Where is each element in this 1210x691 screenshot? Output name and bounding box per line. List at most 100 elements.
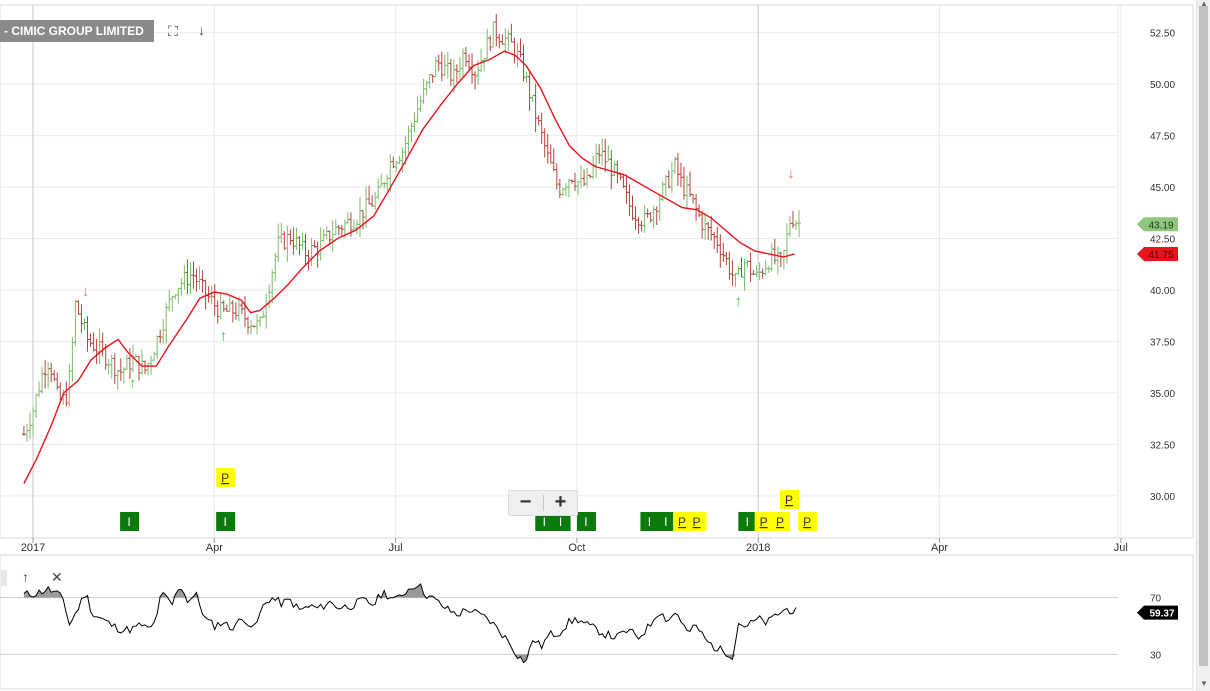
signal-marker-I — [640, 512, 660, 531]
x-tick-label: Apr — [931, 542, 948, 554]
price-bar — [267, 284, 272, 309]
price-bar — [118, 358, 123, 381]
price-bar — [155, 335, 160, 360]
zoom-out-button[interactable]: − — [519, 491, 532, 513]
signal-marker-label: I — [664, 515, 667, 529]
price-bar — [545, 133, 550, 164]
signal-marker-label: P — [776, 515, 784, 529]
price-bar — [579, 164, 584, 188]
price-bar — [648, 212, 653, 223]
price-bar — [182, 264, 187, 290]
price-bar — [73, 299, 78, 346]
price-bar — [794, 220, 799, 230]
price-bar — [715, 226, 720, 254]
price-bar — [324, 226, 329, 239]
sell-arrow-icon: ↓ — [82, 283, 90, 300]
price-bar — [345, 212, 350, 225]
price-bar — [245, 316, 250, 335]
close-icon[interactable]: ✕ — [51, 569, 63, 585]
price-bar — [391, 156, 396, 169]
rsi-overbought-fill — [178, 589, 182, 598]
price-bar — [609, 149, 614, 190]
rsi-overbought-fill — [51, 591, 55, 598]
price-bar — [70, 336, 75, 382]
signal-marker-P — [216, 468, 236, 487]
rsi-overbought-fill — [408, 589, 412, 598]
signal-marker-label: P — [760, 515, 768, 529]
price-bar — [633, 206, 638, 230]
price-bar — [663, 175, 668, 197]
scroll-thumb[interactable] — [1199, 6, 1208, 666]
signal-marker-label: I — [543, 515, 546, 529]
price-bar — [424, 81, 429, 96]
price-bar — [645, 208, 650, 219]
rsi-overbought-fill — [54, 591, 58, 598]
price-bar — [209, 285, 214, 305]
x-tick-label: 2017 — [21, 542, 45, 554]
rsi-oversold-fill — [729, 654, 733, 660]
price-bar — [591, 155, 596, 180]
arrow-down-icon[interactable]: ↓ — [198, 22, 205, 38]
rsi-collapse-icon[interactable] — [1, 570, 7, 586]
price-bar — [542, 128, 547, 158]
price-bar — [330, 220, 335, 252]
price-bar — [721, 242, 726, 262]
price-bar — [636, 217, 641, 235]
price-bar — [418, 95, 423, 113]
price-bar — [285, 225, 290, 262]
price-bar — [152, 351, 157, 361]
price-bar — [336, 224, 341, 236]
price-bar — [91, 332, 96, 352]
price-bar — [37, 381, 42, 398]
price-bar — [797, 210, 802, 238]
rsi-overbought-fill — [411, 588, 415, 598]
expand-icon[interactable]: ⛶ — [168, 23, 178, 39]
rsi-value-label-text: 59.37 — [1149, 609, 1174, 620]
price-bar — [512, 37, 517, 64]
signal-marker-I — [535, 512, 555, 531]
price-bar — [448, 59, 453, 86]
price-bar — [27, 412, 32, 440]
zoom-in-button[interactable]: + — [554, 491, 567, 513]
price-bar — [603, 138, 608, 172]
price-bar — [242, 295, 247, 328]
vertical-scrollbar[interactable]: ▲ ▼ — [1196, 0, 1210, 691]
price-bar — [85, 316, 90, 352]
price-bar — [530, 95, 535, 103]
price-bar — [675, 152, 680, 186]
signal-marker-label: I — [746, 515, 749, 529]
price-bar — [100, 332, 105, 357]
price-bar — [527, 72, 532, 111]
price-bar — [594, 143, 599, 178]
price-bar — [778, 251, 783, 268]
price-bar — [548, 144, 553, 164]
zoom-control: − + — [508, 490, 578, 516]
price-bar — [627, 184, 632, 216]
signal-marker-label: I — [224, 515, 227, 529]
scroll-up-arrow-icon[interactable]: ▲ — [1200, 0, 1208, 8]
price-bar — [454, 64, 459, 83]
price-y-tick-label: 40.00 — [1150, 286, 1175, 297]
signal-marker-I — [576, 512, 596, 531]
price-bar — [421, 78, 426, 105]
price-bar — [239, 302, 244, 314]
price-bar — [255, 314, 260, 335]
price-panel-border — [0, 4, 1194, 539]
price-bar — [503, 28, 508, 55]
price-bar — [463, 46, 468, 68]
signal-marker-P — [770, 512, 790, 531]
scroll-down-arrow-icon[interactable]: ▼ — [1200, 679, 1208, 688]
signal-marker-I — [551, 512, 571, 531]
buy-arrow-icon: ↑ — [220, 327, 228, 344]
price-bar — [666, 170, 671, 189]
price-bar — [161, 319, 166, 344]
price-bar — [678, 162, 683, 188]
price-bar — [730, 260, 735, 286]
arrow-up-icon[interactable]: ↑ — [22, 569, 29, 585]
price-bar — [224, 304, 229, 312]
rsi-value-label — [1137, 605, 1178, 620]
price-bar — [630, 195, 635, 221]
rsi-panel-border — [0, 554, 1194, 690]
